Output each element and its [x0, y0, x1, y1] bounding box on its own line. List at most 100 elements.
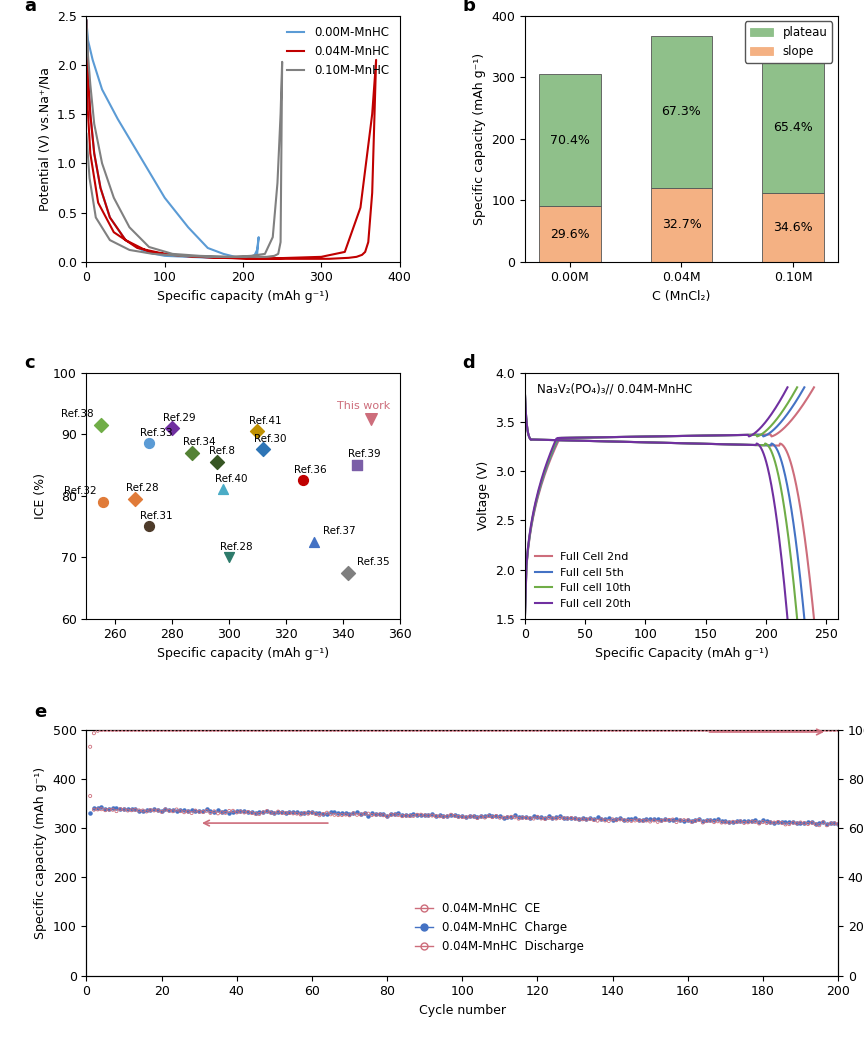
Point — [372, 805, 386, 822]
Point — [556, 810, 570, 826]
Point — [639, 812, 653, 828]
Point — [196, 802, 210, 819]
Point — [820, 721, 834, 738]
Point — [606, 721, 619, 738]
Point — [429, 808, 443, 824]
Point — [98, 802, 112, 819]
Point — [233, 803, 247, 820]
Point — [689, 812, 702, 828]
Full Cell 2nd — [809, 381, 819, 393]
Point — [620, 813, 634, 829]
Point — [358, 805, 372, 822]
Point — [207, 803, 221, 820]
X-axis label: C (MnCl₂): C (MnCl₂) — [652, 290, 711, 303]
Point — [342, 805, 357, 822]
Point — [684, 813, 698, 829]
Point — [121, 802, 135, 819]
Point — [87, 801, 101, 818]
Point — [617, 812, 631, 828]
Point — [238, 804, 251, 821]
Full cell 5th — [519, 612, 530, 625]
Point — [271, 803, 285, 820]
Point — [211, 721, 225, 738]
Bar — [651, 36, 712, 188]
Point — [666, 812, 680, 828]
Point — [689, 813, 702, 829]
Point — [222, 804, 236, 821]
Y-axis label: ICE (%): ICE (%) — [35, 472, 48, 519]
Point — [530, 809, 544, 825]
Text: e: e — [34, 703, 46, 721]
Point — [316, 805, 330, 822]
Text: Ref.37: Ref.37 — [323, 526, 355, 537]
Point — [591, 813, 605, 829]
Point — [530, 809, 544, 825]
Point — [354, 805, 368, 822]
Point — [823, 815, 837, 831]
Point — [414, 807, 428, 823]
Point — [245, 803, 258, 820]
Point — [165, 419, 179, 436]
Point — [718, 813, 732, 829]
Point — [666, 812, 680, 828]
Point — [508, 721, 522, 738]
Point — [550, 721, 563, 738]
Point — [354, 807, 368, 823]
Text: Ref.28: Ref.28 — [126, 484, 159, 493]
Text: Ref.34: Ref.34 — [183, 437, 216, 447]
Point — [417, 807, 431, 823]
Point — [778, 813, 792, 829]
Point — [651, 721, 664, 738]
Point — [692, 812, 706, 828]
Point — [341, 565, 355, 581]
Point — [211, 805, 225, 822]
Point — [700, 812, 714, 828]
Full cell 10th — [630, 431, 640, 443]
Point — [692, 811, 706, 827]
Point — [132, 802, 146, 819]
Point — [625, 813, 638, 829]
Point — [673, 721, 687, 738]
Point — [211, 454, 225, 470]
Point — [279, 721, 293, 738]
X-axis label: Cycle number: Cycle number — [419, 1004, 505, 1017]
Point — [809, 721, 823, 738]
Point — [478, 808, 492, 824]
Point — [132, 721, 146, 738]
Point — [331, 721, 345, 738]
Point — [500, 721, 514, 738]
Point — [831, 721, 845, 738]
Point — [643, 813, 657, 829]
Point — [587, 811, 600, 827]
Point — [403, 808, 416, 824]
Point — [219, 721, 232, 738]
Point — [384, 807, 397, 823]
Point — [327, 807, 341, 823]
Point — [527, 721, 541, 738]
Point — [252, 721, 266, 738]
Point — [556, 810, 570, 826]
Text: Ref.29: Ref.29 — [163, 412, 196, 422]
Point — [185, 721, 199, 738]
Point — [188, 802, 202, 819]
Point — [365, 410, 378, 427]
Point — [241, 803, 255, 820]
Point — [155, 802, 168, 819]
Point — [459, 721, 473, 738]
Point — [181, 802, 194, 819]
Point — [816, 721, 830, 738]
Point — [771, 814, 785, 830]
Point — [320, 805, 334, 822]
Point — [583, 811, 597, 827]
Point — [497, 810, 511, 826]
Point — [129, 800, 143, 817]
Point — [575, 811, 589, 827]
Point — [831, 816, 845, 832]
Point — [764, 721, 778, 738]
Point — [388, 721, 402, 738]
Point — [151, 802, 165, 819]
Point — [294, 804, 308, 821]
Point — [372, 807, 386, 823]
Point — [715, 813, 728, 829]
Point — [538, 810, 552, 826]
